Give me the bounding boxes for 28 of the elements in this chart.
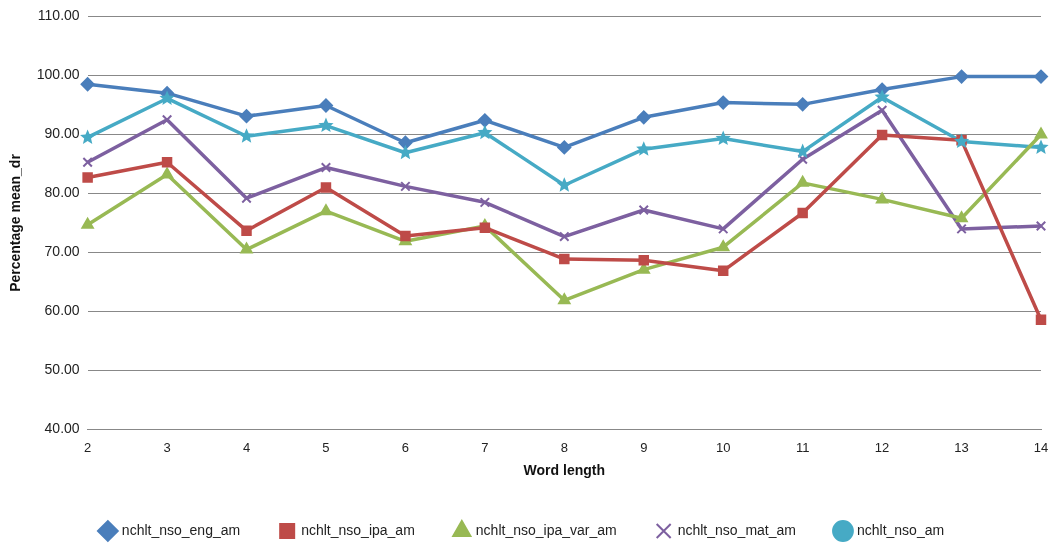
x-tick-label: 14 [1033,439,1049,455]
y-tick-label: 100.00 [36,66,80,83]
x-tick-label: 5 [322,439,330,455]
legend-label: nchlt_nso_eng_am [121,521,241,538]
x-tick-label: 10 [715,439,731,455]
legend-label: nchlt_nso_ipa_var_am [475,521,617,538]
x-tick-label: 6 [401,439,410,455]
x-tick-label: 13 [954,439,969,455]
x-tick-label: 2 [84,439,92,455]
y-tick-label: 70.00 [44,243,80,260]
y-tick-label: 50.00 [44,361,80,378]
x-tick-label: 12 [874,439,890,455]
legend-label: nchlt_nso_mat_am [677,521,796,538]
legend-label: nchlt_nso_am [856,521,945,538]
y-tick-label: 80.00 [44,184,80,201]
x-tick-label: 7 [481,439,489,455]
x-tick-label: 8 [560,439,568,455]
legend-label: nchlt_nso_ipa_am [301,521,415,538]
y-axis-title: Percentage mean_dr [7,153,24,292]
x-tick-label: 3 [163,439,171,455]
y-tick-label: 60.00 [44,302,80,319]
x-tick-label: 9 [640,439,648,455]
y-tick-label: 110.00 [37,7,80,24]
x-axis-title: Word length [523,462,606,479]
y-tick-label: 90.00 [44,125,80,142]
y-tick-label: 40.00 [44,420,80,437]
x-tick-label: 11 [795,439,810,455]
x-tick-label: 4 [242,439,251,455]
